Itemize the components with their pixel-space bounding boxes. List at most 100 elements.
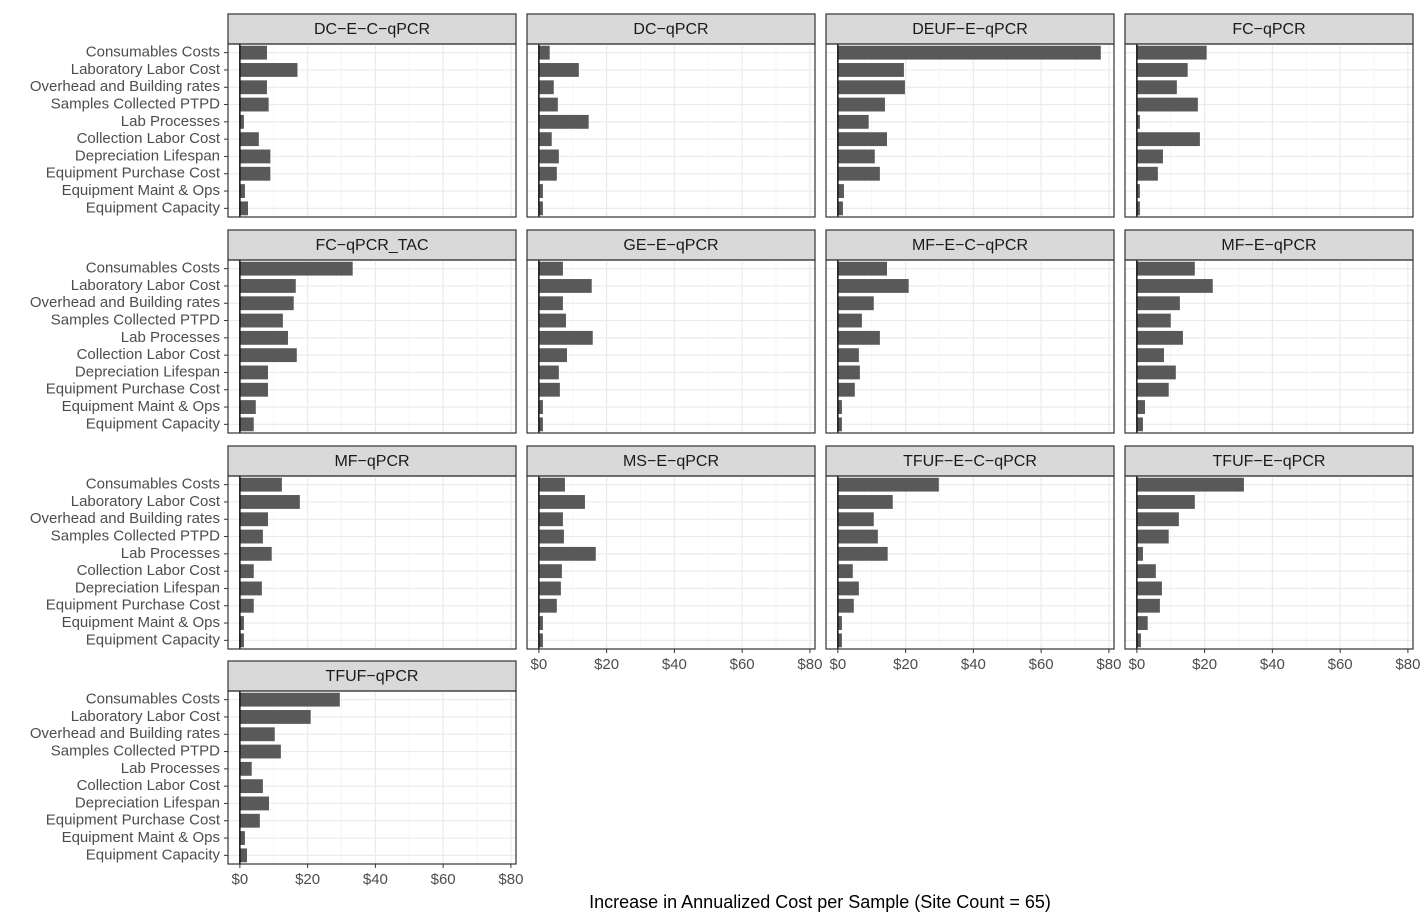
bar (538, 400, 543, 414)
bar (239, 45, 267, 60)
bar (538, 279, 592, 293)
bar (239, 779, 263, 794)
bar (1136, 417, 1143, 432)
y-tick-label: Equipment Capacity (86, 199, 221, 216)
panel-title: GE−E−qPCR (623, 237, 718, 254)
bar (1136, 477, 1244, 492)
bar (837, 581, 859, 596)
strip-background (825, 13, 1115, 45)
bar (239, 813, 260, 828)
bar (837, 80, 905, 95)
bar (538, 296, 563, 311)
bar (239, 529, 263, 544)
y-tick-label: Lab Processes (121, 113, 220, 130)
x-tick-label: $0 (1129, 656, 1146, 673)
panel-title: FC−qPCR (1232, 21, 1305, 38)
bar (239, 831, 245, 845)
x-tick-label: $20 (893, 656, 918, 673)
x-tick-label: $40 (662, 656, 687, 673)
bar (239, 365, 268, 380)
bar (239, 564, 254, 579)
bar (538, 114, 589, 129)
bar (837, 616, 842, 630)
bar (837, 365, 860, 380)
bar (538, 201, 543, 216)
strip-background (227, 660, 517, 692)
bar (837, 400, 842, 414)
bar (837, 201, 843, 216)
panel-title: TFUF−E−qPCR (1213, 453, 1326, 470)
bar (239, 546, 272, 561)
bar (239, 400, 256, 414)
bar (538, 330, 593, 345)
panel-title: FC−qPCR_TAC (315, 237, 428, 254)
x-tick-label: $0 (531, 656, 548, 673)
y-tick-label: Overhead and Building rates (30, 78, 220, 95)
panel-border (1124, 259, 1414, 434)
panel-title: DEUF−E−qPCR (912, 21, 1028, 38)
bar (837, 382, 855, 397)
bar (538, 184, 543, 198)
bar (1136, 80, 1177, 95)
bar (239, 132, 259, 147)
y-tick-label: Collection Labor Cost (77, 130, 221, 147)
bar (239, 692, 340, 707)
x-tick-label: $60 (1029, 656, 1054, 673)
y-tick-label: Equipment Capacity (86, 631, 221, 648)
y-tick-label: Samples Collected PTPD (51, 96, 220, 113)
y-tick-label: Overhead and Building rates (30, 294, 220, 311)
bar (239, 80, 267, 95)
y-tick-label: Depreciation Lifespan (75, 579, 220, 596)
bar (538, 348, 567, 363)
bar (837, 261, 887, 276)
y-tick-label: Lab Processes (121, 545, 220, 562)
bar (239, 761, 252, 776)
bar (538, 529, 564, 544)
bar (1136, 400, 1145, 414)
bar (837, 598, 854, 613)
y-tick-label: Collection Labor Cost (77, 562, 221, 579)
bar (239, 330, 288, 345)
panel-border (526, 475, 816, 650)
strip-background (825, 445, 1115, 477)
panel-title: TFUF−qPCR (326, 668, 419, 685)
bar (239, 616, 244, 630)
bar (837, 495, 893, 509)
y-tick-label: Depreciation Lifespan (75, 363, 220, 380)
bar (1136, 132, 1200, 147)
y-tick-label: Equipment Maint & Ops (62, 398, 220, 415)
y-tick-label: Consumables Costs (86, 691, 220, 708)
x-tick-label: $80 (1096, 656, 1121, 673)
bar (1136, 166, 1158, 181)
bar (239, 848, 247, 863)
bar (538, 313, 566, 328)
panel-title: DC−E−C−qPCR (314, 21, 430, 38)
strip-background (1124, 229, 1414, 261)
x-tick-label: $20 (594, 656, 619, 673)
bar (1136, 365, 1176, 380)
y-tick-label: Depreciation Lifespan (75, 794, 220, 811)
bar (538, 166, 557, 181)
y-tick-label: Equipment Maint & Ops (62, 829, 220, 846)
y-tick-label: Laboratory Labor Cost (71, 61, 221, 78)
panel-title: TFUF−E−C−qPCR (903, 453, 1037, 470)
bar (1136, 261, 1195, 276)
x-tick-label: $80 (797, 656, 822, 673)
y-tick-label: Equipment Purchase Cost (46, 381, 221, 398)
bar (239, 727, 275, 742)
x-tick-label: $60 (1328, 656, 1353, 673)
y-tick-label: Samples Collected PTPD (51, 528, 220, 545)
bar (239, 279, 296, 293)
bar (239, 296, 294, 311)
bar (239, 97, 269, 112)
y-tick-label: Consumables Costs (86, 44, 220, 61)
bar (1136, 45, 1207, 60)
bar (239, 348, 297, 363)
y-tick-label: Collection Labor Cost (77, 346, 221, 363)
bar (1136, 581, 1162, 596)
bar (538, 97, 558, 112)
bar (538, 598, 557, 613)
y-tick-label: Laboratory Labor Cost (71, 277, 221, 294)
bar (239, 796, 269, 811)
panel-border (227, 43, 517, 218)
